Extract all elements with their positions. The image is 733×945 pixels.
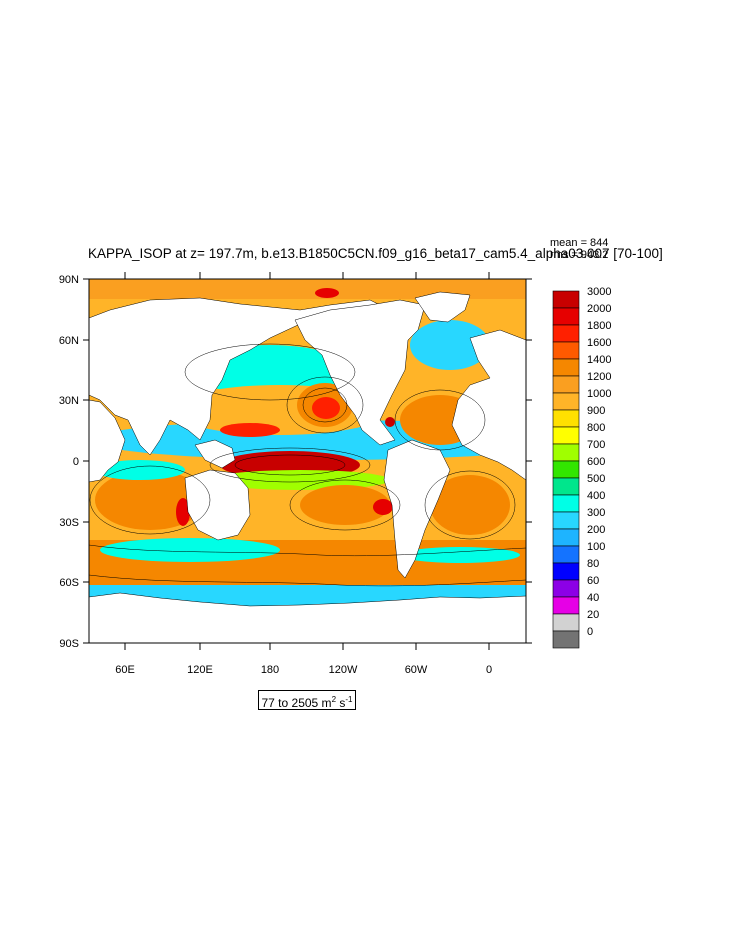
colorbar-level-label: 1000 [587, 388, 611, 400]
lat-label-90n: 90N [59, 274, 79, 286]
lon-label-180: 180 [261, 664, 279, 676]
colorbar-swatch [552, 409, 580, 428]
colorbar-level-label: 60 [587, 575, 599, 587]
southern-ocean-cyan [100, 538, 280, 562]
range-mid: s [336, 696, 346, 710]
colorbar-level-label: 400 [587, 490, 605, 502]
lon-label-120w: 120W [329, 664, 358, 676]
colorbar-swatch [552, 324, 580, 343]
value-range-box: 77 to 2505 m2 s-1 [258, 690, 356, 710]
australia-landmass [184, 469, 251, 541]
colorbar-level-label: 20 [587, 609, 599, 621]
maritime-continent [194, 439, 236, 469]
colorbar-level-label: 100 [587, 541, 605, 553]
africa-landmass [89, 399, 126, 483]
colorbar-swatch [552, 528, 580, 547]
range-prefix: 77 to 2505 m [261, 696, 332, 710]
colorbar-level-label: 700 [587, 439, 605, 451]
colorbar-level-label: 2000 [587, 303, 611, 315]
greenland-landmass [414, 291, 471, 323]
colorbar-level-label: 1200 [587, 371, 611, 383]
indian-ocean-north [95, 460, 185, 480]
colorbar-swatch [552, 290, 580, 309]
colorbar-level-label: 900 [587, 405, 605, 417]
antarctica-landmass [89, 592, 526, 643]
colorbar-swatch [552, 477, 580, 496]
labrador-sea [410, 320, 490, 370]
lat-label-30n: 30N [59, 395, 79, 407]
colorbar-level-label: 200 [587, 524, 605, 536]
colorbar-level-label: 500 [587, 473, 605, 485]
contour-lines [89, 343, 526, 587]
europe-africa-landmass [451, 329, 526, 481]
colorbar-level-label: 600 [587, 456, 605, 468]
lat-label-60n: 60N [59, 335, 79, 347]
colorbar-swatch [552, 613, 580, 632]
west-pacific-jet [220, 423, 280, 437]
colorbar-swatch [552, 460, 580, 479]
lat-label-0: 0 [73, 456, 79, 468]
colorbar-level-label: 1800 [587, 320, 611, 332]
plot-title: KAPPA_ISOP at z= 197.7m, b.e13.B1850C5CN… [88, 246, 663, 261]
arctic-band [89, 279, 526, 299]
lat-label-30s: 30S [59, 517, 79, 529]
colorbar-swatch [552, 579, 580, 598]
colorbar-swatch [552, 341, 580, 360]
rms-label: rms = 943.2 [550, 249, 608, 261]
colorbar-swatch [552, 443, 580, 462]
south-pacific-gyre [300, 485, 390, 525]
colorbar: 3000200018001600140012001000900800700600… [552, 286, 611, 649]
colorbar-level-label: 40 [587, 592, 599, 604]
colorbar-level-label: 80 [587, 558, 599, 570]
lon-label-60w: 60W [405, 664, 428, 676]
mediterranean-red [385, 417, 395, 427]
lon-label-0: 0 [486, 664, 492, 676]
colorbar-level-label: 300 [587, 507, 605, 519]
lat-label-60s: 60S [59, 577, 79, 589]
colorbar-level-label: 0 [587, 626, 593, 638]
range-exp-1: 2 [331, 695, 337, 704]
colorbar-level-label: 800 [587, 422, 605, 434]
south-atlantic-gyre [430, 475, 510, 535]
colorbar-swatch [552, 494, 580, 513]
colorbar-swatch [552, 562, 580, 581]
colorbar-swatch [552, 392, 580, 411]
colorbar-swatch [552, 375, 580, 394]
eurasia-landmass [89, 297, 391, 456]
colorbar-swatch [552, 596, 580, 615]
colorbar-swatch [552, 545, 580, 564]
map-field [89, 279, 526, 643]
lat-label-90s: 90S [59, 638, 79, 650]
colorbar-level-label: 3000 [587, 286, 611, 298]
colorbar-level-label: 1400 [587, 354, 611, 366]
lon-axis [124, 272, 490, 650]
colorbar-level-label: 1600 [587, 337, 611, 349]
south-pacific-core [373, 499, 393, 515]
colorbar-swatch [552, 307, 580, 326]
north-america-landmass [294, 299, 426, 446]
range-exp-2: -1 [345, 695, 353, 704]
north-pacific-core [312, 397, 340, 419]
lon-label-120e: 120E [187, 664, 213, 676]
south-atlantic-cyan [400, 547, 520, 563]
arctic-core [315, 288, 339, 298]
lat-axis [83, 278, 532, 644]
colorbar-swatch [552, 511, 580, 530]
colorbar-swatch [552, 426, 580, 445]
mean-label: mean = 844 [550, 237, 608, 249]
lon-label-60e: 60E [115, 664, 135, 676]
colorbar-swatch [552, 630, 580, 649]
colorbar-swatch [552, 358, 580, 377]
agulhas-core [176, 498, 190, 526]
